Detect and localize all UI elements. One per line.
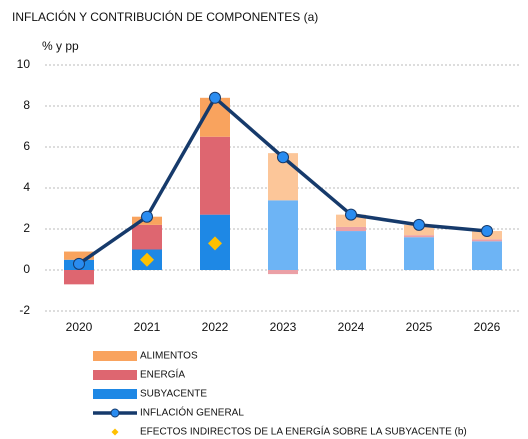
line-marker: [141, 210, 153, 223]
legend-label: INFLACIÓN GENERAL: [140, 406, 244, 419]
legend-label: SUBYACENTE: [140, 389, 207, 400]
legend-diamond: [111, 428, 119, 436]
y-tick-label: -2: [19, 303, 30, 317]
x-tick-label: 2026: [474, 320, 501, 334]
bar: [268, 270, 298, 275]
line-marker: [277, 151, 289, 164]
bar: [472, 241, 502, 270]
bar: [336, 231, 366, 270]
bar: [268, 200, 298, 270]
y-tick-label: 4: [23, 180, 30, 194]
legend-marker: [110, 408, 120, 418]
diamond-marker: [208, 236, 222, 251]
bar: [404, 237, 434, 270]
legend-swatch: [93, 370, 137, 380]
y-tick-label: 10: [17, 57, 31, 71]
legend-label: EFECTOS INDIRECTOS DE LA ENERGÍA SOBRE L…: [140, 425, 467, 438]
line-marker: [413, 218, 425, 231]
bar: [200, 136, 230, 215]
legend-swatch: [93, 351, 137, 361]
x-tick-label: 2020: [66, 320, 93, 334]
line-marker: [481, 225, 493, 238]
line-marker: [73, 257, 85, 270]
legend-label: ENERGÍA: [140, 368, 185, 381]
bar: [336, 226, 366, 232]
legend-label: ALIMENTOS: [140, 351, 198, 362]
line-marker: [209, 91, 221, 104]
x-tick-label: 2021: [134, 320, 161, 334]
bar: [64, 251, 94, 260]
line-marker: [345, 208, 357, 221]
bar: [64, 270, 94, 285]
y-tick-label: 6: [23, 139, 30, 153]
diamond-marker: [140, 252, 154, 267]
x-tick-label: 2025: [406, 320, 433, 334]
y-tick-label: 2: [23, 221, 30, 235]
x-tick-label: 2024: [338, 320, 365, 334]
bar: [404, 235, 434, 238]
bar: [132, 224, 162, 250]
bar: [336, 214, 366, 227]
chart-title: INFLACIÓN Y CONTRIBUCIÓN DE COMPONENTES …: [12, 9, 318, 24]
legend-swatch: [93, 389, 137, 399]
y-axis-label: % y pp: [42, 39, 79, 53]
y-tick-label: 8: [23, 98, 30, 112]
x-tick-label: 2023: [270, 320, 297, 334]
x-tick-label: 2022: [202, 320, 229, 334]
y-tick-label: 0: [23, 262, 30, 276]
bar: [472, 239, 502, 242]
